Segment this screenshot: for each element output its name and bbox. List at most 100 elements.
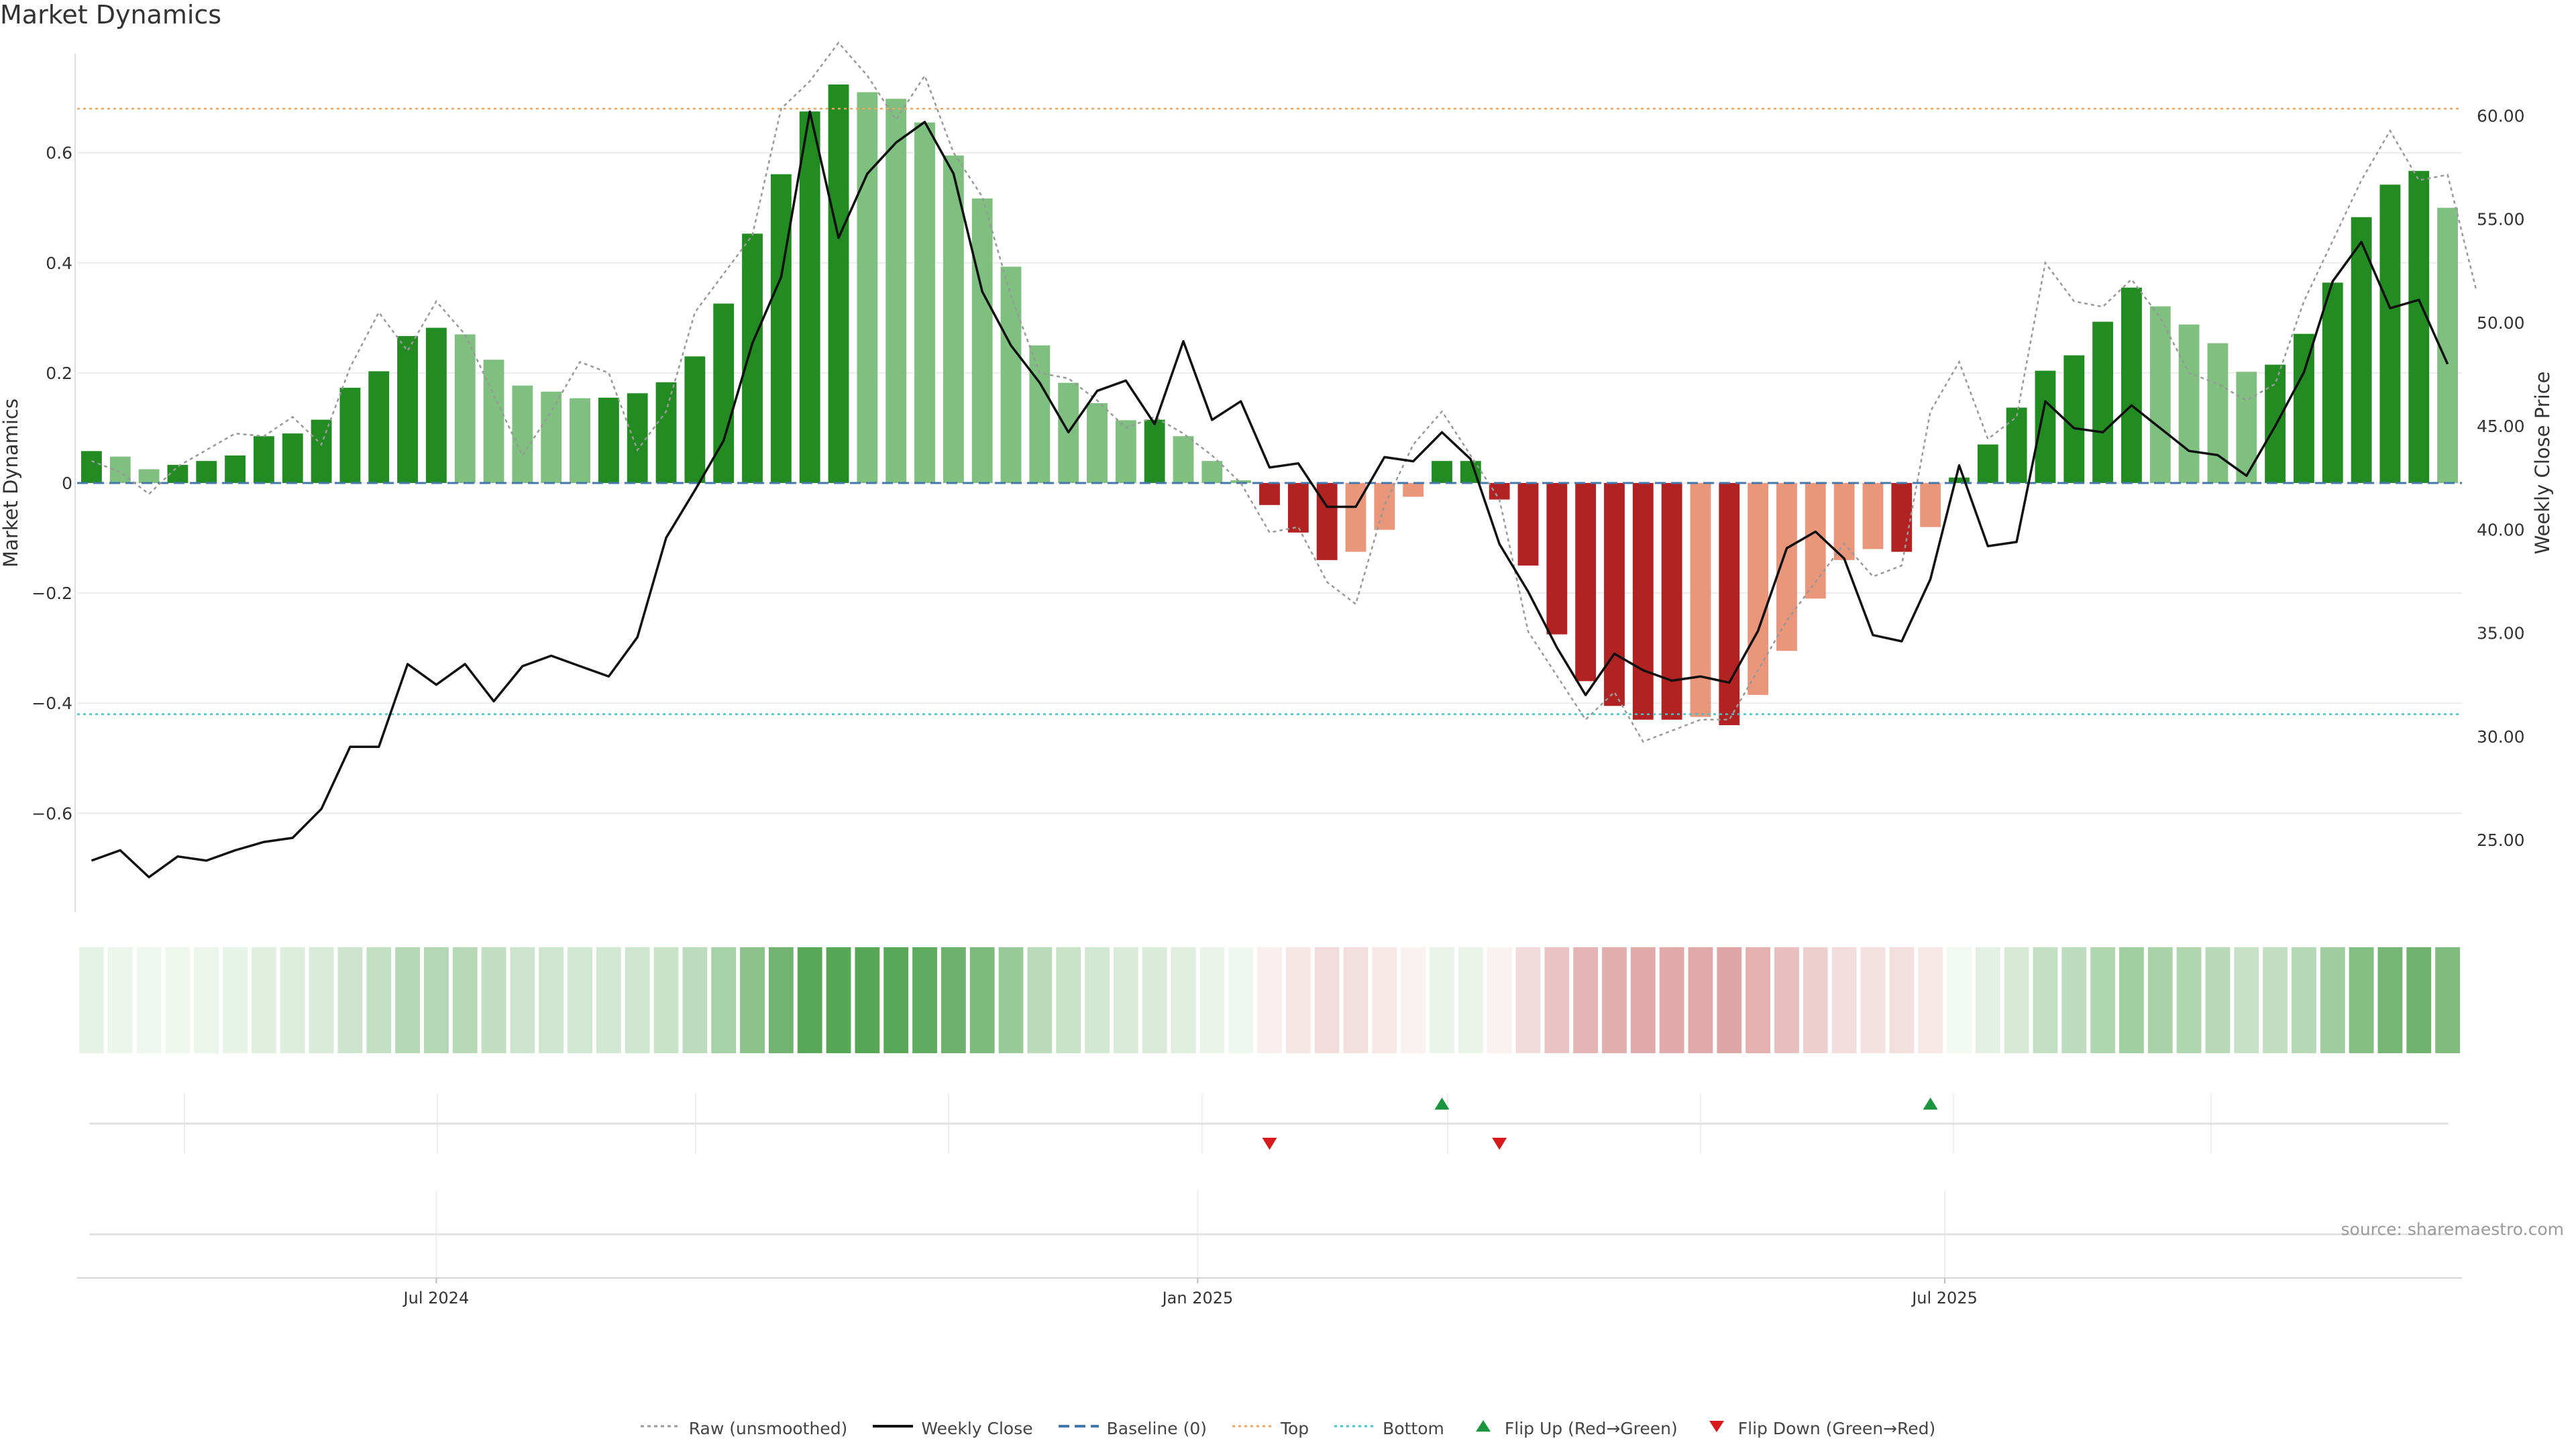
heat-strip-cell	[2147, 947, 2173, 1053]
heat-strip-cell	[682, 947, 708, 1053]
heat-strip-cell	[1573, 947, 1599, 1053]
dynamics-bar	[1833, 483, 1855, 560]
dynamics-bar	[1546, 483, 1568, 635]
heat-strip-cell	[1803, 947, 1828, 1053]
heat-strip-cell	[855, 947, 880, 1053]
dynamics-bar	[1575, 483, 1597, 682]
dynamics-bar	[943, 155, 964, 484]
dynamics-bar	[1287, 483, 1309, 533]
heat-strip-cell	[1975, 947, 2000, 1053]
flip-down-marker	[1492, 1138, 1507, 1150]
heat-strip-cell	[1630, 947, 1656, 1053]
heat-strip-cell	[1717, 947, 1742, 1053]
dynamics-bar	[1489, 483, 1510, 500]
heat-strip-cell	[2349, 947, 2374, 1053]
heat-strip-cell	[452, 947, 478, 1053]
legend-item-close: Weekly Close	[873, 1418, 1033, 1438]
legend-item-baseline: Baseline (0)	[1058, 1418, 1207, 1438]
heat-strip-cell	[1056, 947, 1081, 1053]
dynamics-bar	[1977, 444, 1998, 483]
triangle-down-icon	[1703, 1418, 1730, 1438]
dynamics-bar	[2006, 407, 2027, 483]
dynamics-bar	[2035, 370, 2056, 483]
heat-strip-cell	[423, 947, 449, 1053]
dynamics-bar	[2178, 324, 2200, 483]
dynamics-bar	[828, 84, 849, 483]
heat-strip-cell	[826, 947, 851, 1053]
dotted-line-icon	[1232, 1418, 1273, 1438]
dynamics-bar	[2236, 372, 2257, 483]
legend-label: Weekly Close	[921, 1418, 1033, 1438]
x-tick-label: Jul 2025	[1911, 1289, 1978, 1307]
heat-strip-cell	[883, 947, 909, 1053]
heat-strip-cell	[653, 947, 679, 1053]
dynamics-bar	[1144, 419, 1165, 483]
dynamics-bar	[1115, 420, 1136, 483]
weekly-close-line	[91, 110, 2449, 879]
legend-label: Flip Down (Green→Red)	[1737, 1418, 1936, 1438]
heat-strip-cell	[740, 947, 765, 1053]
legend-label: Raw (unsmoothed)	[688, 1418, 848, 1438]
chart-legend: Raw (unsmoothed) Weekly Close Baseline (0)…	[0, 1418, 2576, 1438]
dynamics-bar	[885, 99, 907, 484]
dynamics-bar	[483, 360, 504, 483]
y-tick-label: −0.6	[32, 804, 72, 823]
heat-strip-cell	[510, 947, 535, 1053]
dynamics-bar	[684, 356, 706, 483]
heat-strip-cell	[2234, 947, 2259, 1053]
dynamics-bar	[1949, 477, 1970, 483]
heat-strip-cell	[2377, 947, 2403, 1053]
dynamics-bar	[2063, 355, 2085, 483]
y2-axis-title: Weekly Close Price	[2531, 372, 2554, 555]
heat-strip-cell	[1774, 947, 1799, 1053]
heat-strip-cell	[1314, 947, 1340, 1053]
dynamics-bar	[2149, 306, 2171, 483]
heat-strip-cell	[280, 947, 305, 1053]
solid-line-icon	[873, 1418, 914, 1438]
heat-strip-cell	[768, 947, 794, 1053]
dynamics-bar	[1230, 480, 1252, 483]
dynamics-bar	[1805, 483, 1826, 599]
x-tick-label: Jan 2025	[1161, 1289, 1234, 1307]
dynamics-bar	[770, 174, 792, 483]
flip-down-marker	[1262, 1138, 1277, 1150]
heat-strip-cell	[78, 947, 104, 1053]
dynamics-bar	[1632, 483, 1654, 720]
legend-item-bottom: Bottom	[1334, 1418, 1444, 1438]
dotted-line-icon	[1334, 1418, 1375, 1438]
dynamics-bar	[368, 371, 390, 483]
heat-strip-cell	[2205, 947, 2231, 1053]
dynamics-bar	[225, 455, 246, 483]
y-tick-label: 0	[62, 474, 72, 493]
y2-tick-label: 40.00	[2477, 520, 2525, 539]
heat-strip-cell	[1228, 947, 1254, 1053]
dynamics-bar	[2294, 333, 2314, 483]
dynamics-bar	[655, 382, 677, 483]
y-axis-title: Market Dynamics	[0, 398, 22, 568]
dynamics-bar	[282, 433, 303, 483]
heat-strip-cell	[797, 947, 822, 1053]
dynamics-bar	[1517, 483, 1539, 566]
legend-item-flip_down: Flip Down (Green→Red)	[1703, 1418, 1936, 1438]
heat-strip-cell	[2435, 947, 2461, 1053]
dynamics-bar	[1604, 483, 1625, 706]
dynamics-bar	[627, 393, 648, 483]
dynamics-bar	[425, 327, 447, 483]
legend-label: Top	[1280, 1418, 1309, 1438]
dynamics-bar	[512, 385, 533, 483]
heat-strip-cell	[1257, 947, 1282, 1053]
heat-strip-cell	[1458, 947, 1483, 1053]
dynamics-bar	[311, 419, 332, 483]
y-tick-label: 0.2	[46, 364, 72, 383]
heat-strip-cell	[1889, 947, 1915, 1053]
heat-strip-cell	[1142, 947, 1167, 1053]
heat-strip-cell	[2033, 947, 2058, 1053]
dashed-line-icon	[1058, 1418, 1099, 1438]
heat-strip-cell	[2292, 947, 2316, 1053]
heat-strip-cell	[1688, 947, 1713, 1053]
chart-title: Market Dynamics	[0, 0, 222, 30]
dynamics-bar	[2437, 207, 2459, 483]
heat-strip-cell	[1746, 947, 1771, 1053]
axes	[74, 54, 2462, 1283]
